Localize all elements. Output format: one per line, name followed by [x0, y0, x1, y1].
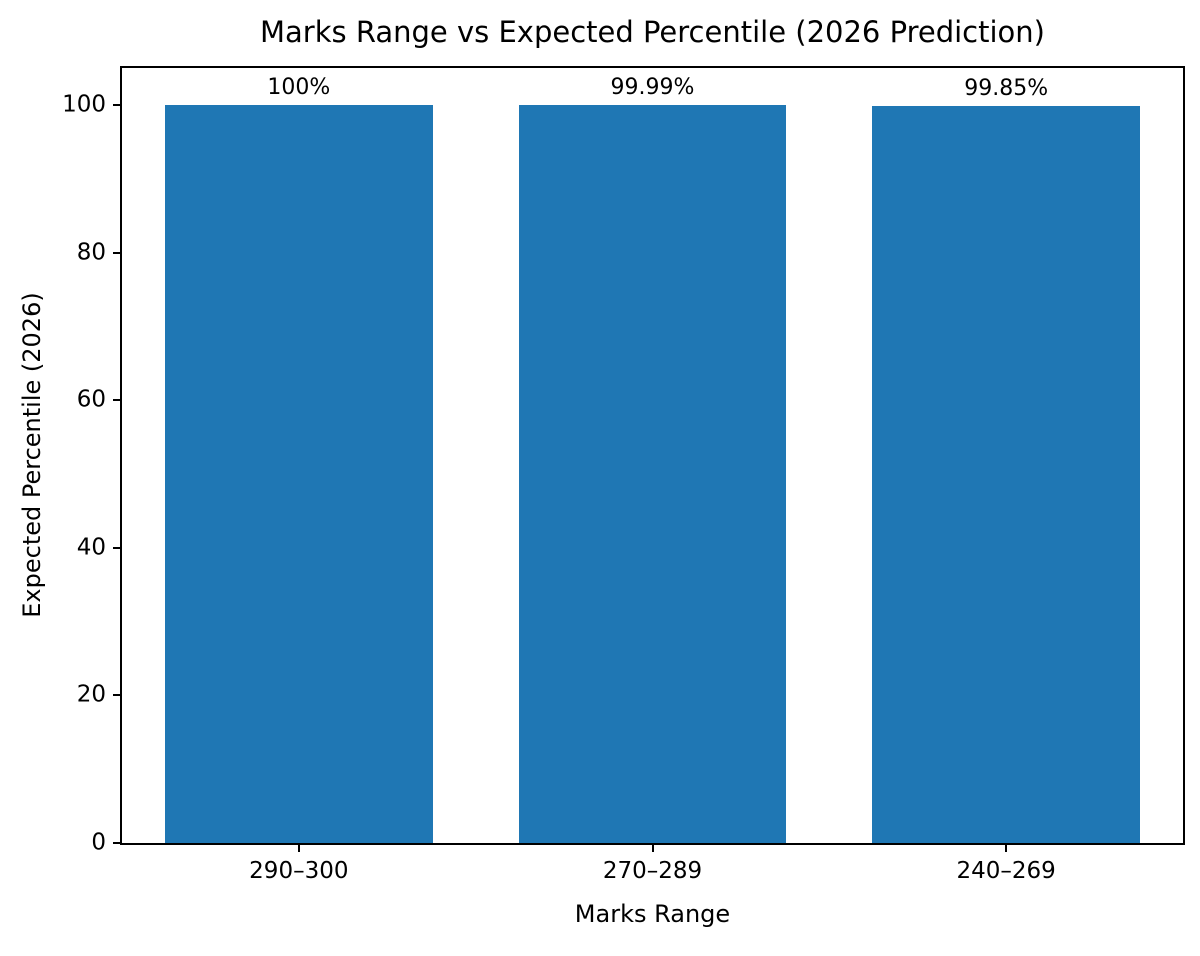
- y-tick: [113, 546, 122, 549]
- y-tick-label: 60: [76, 386, 106, 413]
- y-tick: [113, 842, 122, 844]
- y-tick: [113, 103, 122, 106]
- y-tick: [113, 694, 122, 697]
- y-axis-label: Expected Percentile (2026): [17, 292, 46, 618]
- x-tick: [1005, 843, 1008, 852]
- x-tick: [651, 843, 654, 852]
- bar: [165, 104, 433, 843]
- plot-area: 0 20 40 60 80 100 100% 290–300 99.99% 270–289 99.8…: [62, 66, 1185, 884]
- y-tick-label: 80: [76, 239, 106, 266]
- y-tick: [113, 251, 122, 254]
- y-tick-label: 20: [76, 681, 106, 708]
- y-tick-label: 40: [76, 534, 106, 561]
- chart-title: Marks Range vs Expected Percentile (2026…: [260, 15, 1045, 49]
- y-tick-label: 100: [62, 91, 106, 118]
- x-axis-label: Marks Range: [574, 900, 731, 928]
- x-tick-label: 290–300: [249, 858, 349, 884]
- y-tick: [113, 399, 122, 402]
- bar-value-label: 100%: [267, 74, 331, 100]
- bar: [872, 106, 1140, 843]
- bar: [518, 104, 787, 843]
- x-tick-label: 270–289: [602, 858, 703, 884]
- x-tick: [297, 843, 300, 852]
- y-tick-label: 0: [91, 829, 106, 856]
- bar-value-label: 99.85%: [964, 76, 1049, 102]
- bar-value-label: 99.99%: [610, 74, 695, 100]
- x-tick-label: 240–269: [956, 858, 1056, 884]
